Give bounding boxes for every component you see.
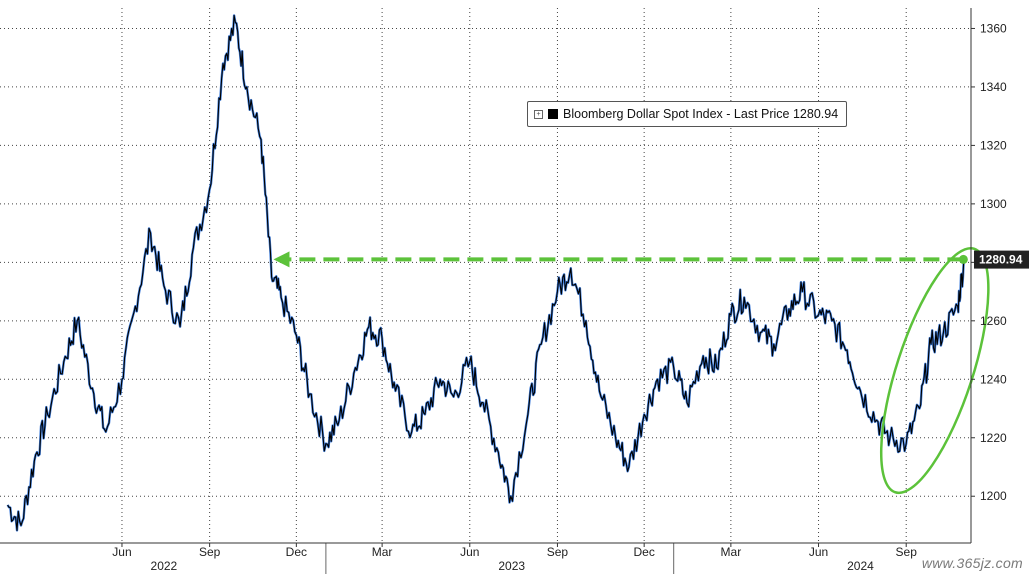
last-price-label: 1280.94 <box>979 253 1023 267</box>
x-tick-label: Jun <box>112 545 131 559</box>
y-tick-label: 1320 <box>980 138 1007 152</box>
x-tick-label: Dec <box>286 545 307 559</box>
x-tick-label: Jun <box>460 545 479 559</box>
grid <box>0 8 971 543</box>
year-label: 2022 <box>151 559 178 573</box>
last-price-label-bg <box>974 250 1029 269</box>
series-line-shadow <box>6 14 966 532</box>
series-line-path <box>7 14 965 531</box>
axes: 120012201240126012801300132013401360JunS… <box>0 8 1029 574</box>
y-tick-label: 1260 <box>980 314 1007 328</box>
legend-label: Bloomberg Dollar Spot Index - Last Price… <box>563 107 839 121</box>
legend[interactable]: + Bloomberg Dollar Spot Index - Last Pri… <box>527 101 848 127</box>
x-tick-label: Jun <box>809 545 828 559</box>
x-tick-label: Dec <box>633 545 654 559</box>
legend-toggle-icon[interactable]: + <box>534 109 543 119</box>
y-tick-label: 1360 <box>980 21 1007 35</box>
annotations <box>273 246 990 495</box>
year-label: 2024 <box>847 559 874 573</box>
watermark: www.365jz.com <box>921 555 1023 571</box>
arrow-origin-dot <box>958 254 968 264</box>
y-tick-label: 1240 <box>980 372 1007 386</box>
y-tick-label: 1200 <box>980 489 1007 503</box>
series-line <box>6 14 966 532</box>
y-tick-label: 1220 <box>980 431 1007 445</box>
arrow-head <box>273 251 290 268</box>
x-tick-label: Sep <box>896 545 918 559</box>
y-tick-label: 1300 <box>980 197 1007 211</box>
highlight-ellipse <box>879 246 990 495</box>
legend-swatch <box>548 109 558 119</box>
x-tick-label: Mar <box>372 545 393 559</box>
x-tick-label: Sep <box>547 545 569 559</box>
x-tick-label: Sep <box>199 545 221 559</box>
year-label: 2023 <box>498 559 525 573</box>
x-tick-label: Mar <box>721 545 742 559</box>
y-tick-label: 1340 <box>980 80 1007 94</box>
